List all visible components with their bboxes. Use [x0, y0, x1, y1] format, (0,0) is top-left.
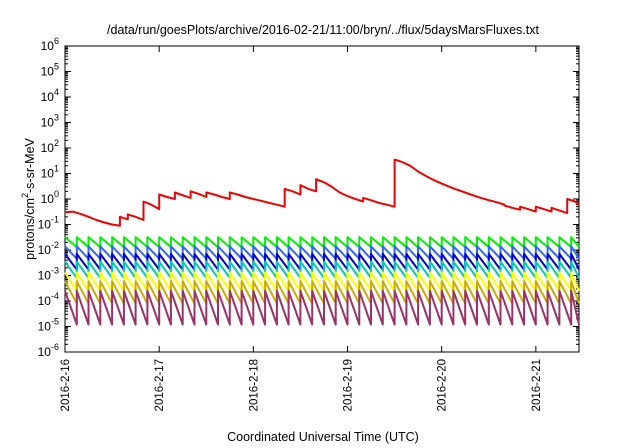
y-tick-label: 10-6 [38, 342, 59, 359]
y-tick-label: 10-4 [38, 291, 59, 308]
x-axis: 2016-2-16 2016-2-17 2016-2-18 2016-2-19 2016… [60, 46, 543, 411]
y-tick-label: 10-1 [38, 215, 59, 232]
y-tick-label: 106 [41, 36, 59, 53]
y-axis-label-prefix: protons/cm [23, 198, 37, 260]
x-tick-label: 2016-2-20 [437, 359, 449, 411]
y-tick-label: 10-2 [38, 240, 59, 257]
series-line-3 [64, 245, 580, 260]
y-tick-label: 103 [41, 113, 59, 130]
x-tick-label: 2016-2-19 [343, 359, 355, 411]
y-axis-label-suffix: -s-sr-MeV [23, 137, 37, 193]
y-axis-label: protons/cm2-s-sr-MeV [20, 137, 37, 259]
x-tick-label: 2016-2-16 [60, 359, 72, 411]
series-line-8 [64, 289, 580, 326]
y-tick-label: 10-5 [38, 317, 59, 334]
chart-title: /data/run/goesPlots/archive/2016-02-21/1… [107, 23, 539, 37]
y-tick-label: 100 [41, 189, 59, 206]
series-line-1 [64, 158, 580, 227]
series-layer [64, 158, 580, 326]
y-axis-label-superscript: 2 [20, 193, 30, 198]
y-tick-label: 102 [41, 138, 59, 155]
x-tick-label: 2016-2-17 [154, 359, 166, 411]
y-tick-label: 105 [41, 62, 59, 79]
y-tick-label: 104 [41, 87, 59, 104]
y-tick-label: 10-3 [38, 266, 59, 283]
plot-frame [64, 45, 580, 353]
x-tick-label: 2016-2-21 [531, 359, 543, 411]
y-tick-label: 101 [41, 164, 59, 181]
x-axis-label: Coordinated Universal Time (UTC) [227, 430, 419, 444]
y-axis: 10-6 10-5 10-4 10-3 10-2 10-1 100 101 102 103 104 1… [38, 36, 579, 359]
x-tick-label: 2016-2-18 [248, 359, 260, 411]
series-line-5 [64, 260, 580, 279]
series-line-2 [64, 236, 580, 249]
